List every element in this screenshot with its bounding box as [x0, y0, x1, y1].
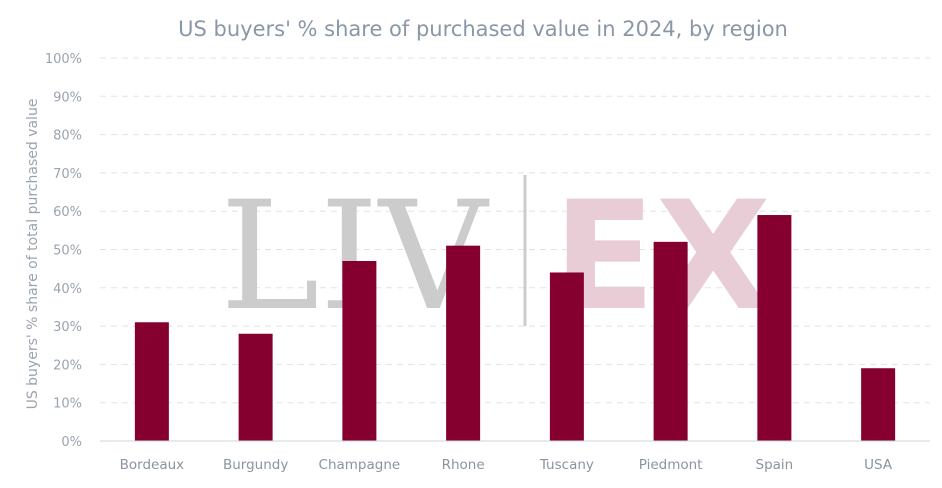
chart-title: US buyers' % share of purchased value in…: [178, 17, 788, 41]
y-tick-label: 0%: [61, 435, 82, 450]
y-tick-label: 90%: [53, 90, 82, 105]
x-axis-ticks: Bordeaux Burgundy Champagne Rhone Tuscany Pie…: [120, 457, 893, 473]
x-tick-label: Burgundy: [223, 457, 288, 473]
watermark-logo: LIV EX: [220, 170, 771, 344]
bar-bordeaux: [134, 322, 169, 441]
x-tick-label: Champagne: [319, 457, 401, 473]
y-axis-title: US buyers' % share of total purchased va…: [25, 99, 41, 410]
y-tick-label: 100%: [45, 52, 82, 67]
bar-spain: [757, 215, 792, 441]
y-tick-label: 30%: [53, 320, 82, 335]
y-tick-label: 10%: [53, 397, 82, 412]
bar-piedmont: [653, 241, 688, 441]
x-tick-label: USA: [864, 457, 893, 473]
bar-burgundy: [238, 333, 273, 441]
x-tick-label: Tuscany: [539, 457, 594, 473]
y-tick-label: 40%: [53, 282, 82, 297]
bar-tuscany: [549, 272, 584, 441]
bar-champagne: [342, 260, 377, 441]
bar-usa: [861, 368, 896, 441]
bars: [134, 215, 896, 441]
y-tick-label: 50%: [53, 244, 82, 259]
y-tick-label: 80%: [53, 129, 82, 144]
x-tick-label: Spain: [756, 457, 794, 473]
y-axis-ticks: 0% 10% 20% 30% 40% 50% 60% 70% 80% 90% 100%: [45, 52, 82, 450]
x-tick-label: Rhone: [442, 457, 485, 473]
y-tick-label: 60%: [53, 205, 82, 220]
y-tick-label: 20%: [53, 358, 82, 373]
y-tick-label: 70%: [53, 167, 82, 182]
x-tick-label: Piedmont: [639, 457, 703, 473]
x-tick-label: Bordeaux: [120, 457, 185, 473]
bar-rhone: [446, 245, 481, 441]
